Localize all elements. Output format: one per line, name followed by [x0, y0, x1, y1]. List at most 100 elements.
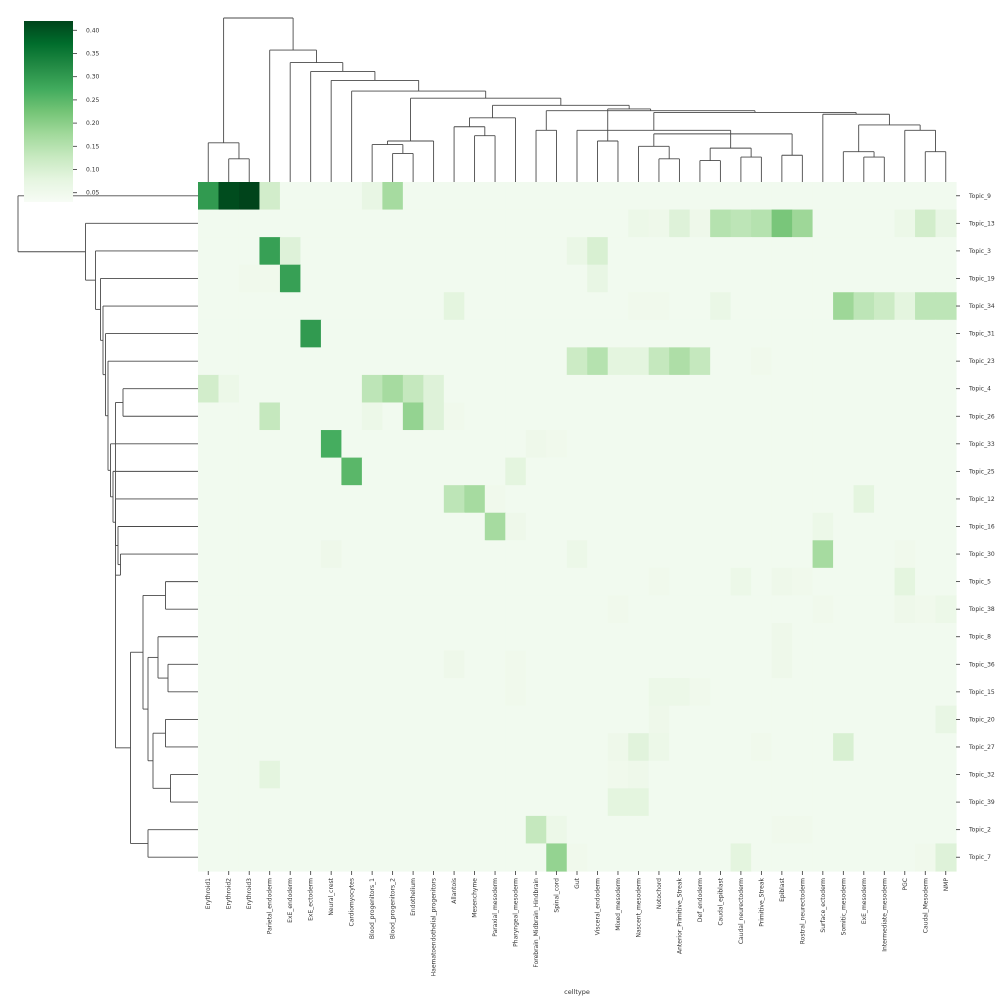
heatmap-cell [833, 540, 855, 569]
heatmap-cell [648, 319, 670, 348]
heatmap-cell [874, 347, 896, 376]
heatmap-cell [238, 622, 261, 652]
heatmap-cell [382, 347, 404, 376]
heatmap-cell [751, 788, 773, 817]
heatmap-cell [833, 264, 855, 293]
heatmap-cell [710, 374, 732, 404]
heatmap-cell [853, 457, 875, 486]
heatmap-cell [792, 705, 814, 734]
heatmap-cell [443, 457, 465, 486]
heatmap-cell [525, 733, 547, 762]
heatmap-cell [259, 209, 281, 238]
heatmap-cell [341, 485, 363, 514]
column-label: Caudal_neurectoderm [738, 878, 745, 944]
heatmap-cell [771, 733, 793, 762]
heatmap-cell [607, 650, 629, 679]
column-label: Nascent_mesoderm [635, 878, 642, 938]
heatmap-cell [546, 595, 568, 624]
heatmap-cell [915, 788, 937, 817]
heatmap-cell [751, 209, 773, 238]
heatmap-cell [566, 237, 588, 266]
heatmap-cell [320, 319, 343, 348]
heatmap-cell [546, 237, 568, 266]
heatmap-cell [874, 843, 896, 872]
column-label: Intermediate_mesoderm [881, 878, 888, 952]
heatmap-cell [648, 595, 670, 624]
heatmap-cell [915, 292, 937, 321]
heatmap-cell [689, 815, 711, 845]
heatmap-cell [771, 650, 793, 679]
heatmap-cell [792, 347, 814, 376]
heatmap-cell [259, 457, 281, 486]
heatmap-cell [853, 540, 875, 569]
heatmap-cell [833, 182, 855, 211]
heatmap-cell [279, 567, 302, 596]
heatmap-cell [874, 319, 896, 348]
heatmap-cell [628, 705, 650, 734]
heatmap-cell [894, 512, 916, 541]
heatmap-cell [566, 182, 588, 211]
heatmap-cell [402, 540, 424, 569]
heatmap-cell [238, 402, 261, 431]
column-label: ExE_ectoderm [308, 878, 315, 921]
heatmap-cell [402, 567, 424, 596]
heatmap-cell [607, 209, 629, 238]
heatmap-cell [853, 374, 875, 404]
row-label: Topic_13 [968, 220, 995, 227]
heatmap-cell [751, 678, 773, 707]
column-label: Neural_crest [328, 877, 335, 915]
heatmap-cell [546, 264, 568, 293]
heatmap-cell [238, 678, 261, 707]
heatmap-cell [566, 540, 588, 569]
heatmap-cell [320, 485, 343, 514]
heatmap-cell [792, 622, 814, 652]
column-label: Spinal_cord [554, 878, 561, 913]
heatmap-cell [771, 512, 793, 541]
heatmap-cell [361, 705, 383, 734]
heatmap-cell [771, 595, 793, 624]
heatmap-cell [710, 540, 732, 569]
heatmap-cell [689, 567, 711, 596]
heatmap-cell [751, 264, 773, 293]
heatmap-cell [505, 705, 527, 734]
heatmap-cell [402, 622, 424, 652]
heatmap-cell [771, 815, 793, 845]
column-label: Erythroid3 [246, 878, 253, 909]
heatmap-cell [812, 347, 834, 376]
heatmap-cell [669, 760, 691, 789]
heatmap-cell [792, 540, 814, 569]
heatmap-cell [915, 760, 937, 789]
heatmap-cell [689, 650, 711, 679]
row-label: Topic_4 [968, 386, 991, 393]
heatmap-cell [402, 457, 424, 486]
heatmap-cell [771, 347, 793, 376]
heatmap-cell [566, 319, 588, 348]
heatmap-cell [669, 678, 691, 707]
heatmap-cell [689, 374, 711, 404]
heatmap-cell [300, 678, 322, 707]
heatmap-cell [730, 567, 752, 596]
heatmap-cell [198, 237, 220, 266]
heatmap-cell [320, 622, 343, 652]
heatmap-cell [423, 788, 445, 817]
heatmap-cell [628, 209, 650, 238]
heatmap-cell [505, 485, 527, 514]
heatmap-cell [198, 374, 220, 404]
heatmap-cell [628, 457, 650, 486]
heatmap-cell [464, 237, 486, 266]
heatmap-cell [935, 815, 957, 845]
heatmap-cell [382, 457, 404, 486]
heatmap-cell [423, 209, 445, 238]
heatmap-cell [771, 237, 793, 266]
heatmap-cell [648, 237, 670, 266]
heatmap-cell [812, 650, 834, 679]
heatmap-cell [443, 815, 465, 845]
heatmap-cell [771, 485, 793, 514]
row-label: Topic_39 [968, 799, 995, 806]
heatmap-cell [198, 264, 220, 293]
heatmap-cell [218, 733, 240, 762]
heatmap-cell [874, 237, 896, 266]
heatmap-cell [484, 678, 506, 707]
heatmap-cell [874, 788, 896, 817]
